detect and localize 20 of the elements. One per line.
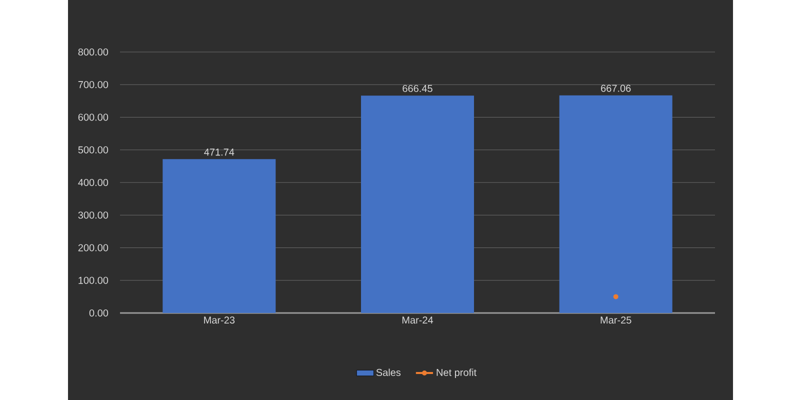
y-tick-label: 700.00 xyxy=(78,81,108,88)
bar xyxy=(559,95,672,313)
y-tick-label: 800.00 xyxy=(78,48,108,56)
y-tick-label: 100.00 xyxy=(78,276,108,284)
x-tick-label: Mar-24 xyxy=(402,316,434,324)
bar xyxy=(361,96,474,313)
y-tick-label: 400.00 xyxy=(78,178,108,186)
y-tick-label: 300.00 xyxy=(78,212,108,219)
y-tick-label: 0.00 xyxy=(89,309,108,317)
x-tick-label: Mar-25 xyxy=(600,316,632,324)
y-tick-label: 500.00 xyxy=(78,146,108,154)
data-label: 666.45 xyxy=(402,84,432,92)
data-label: 471.74 xyxy=(204,148,234,156)
data-label: 667.06 xyxy=(601,84,631,92)
y-tick-label: 600.00 xyxy=(78,114,108,121)
y-tick-label: 200.00 xyxy=(78,244,108,252)
legend-label: Net profit xyxy=(436,368,476,378)
x-tick-label: Mar-23 xyxy=(204,316,235,324)
legend-label: Sales xyxy=(376,368,401,376)
bar xyxy=(162,159,276,313)
